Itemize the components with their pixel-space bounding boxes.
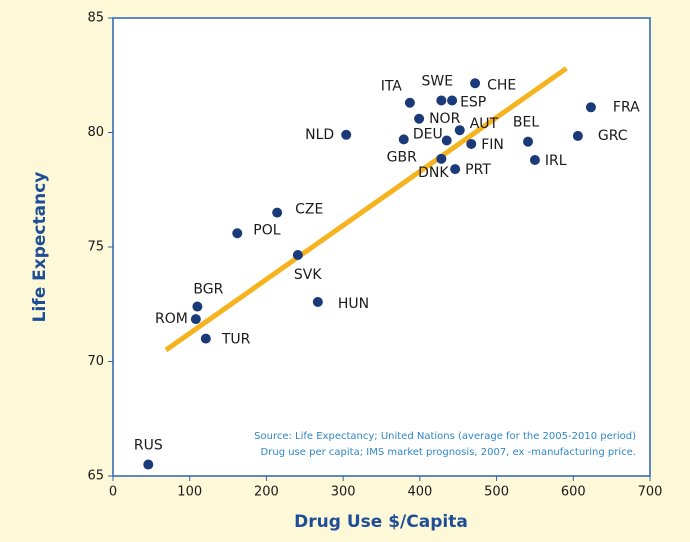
point-label: DNK (418, 165, 449, 181)
x-tick-label: 700 (638, 485, 663, 500)
point (441, 135, 452, 146)
point-label: ROM (155, 311, 188, 327)
y-tick-label: 70 (87, 354, 104, 369)
point (523, 136, 534, 147)
trend-line (164, 66, 568, 353)
point (585, 102, 596, 113)
point-label: NLD (305, 127, 334, 143)
x-tick-label: 400 (407, 485, 432, 500)
point (312, 296, 323, 307)
y-tick-label: 85 (87, 11, 104, 26)
point (398, 134, 409, 145)
y-tick-label: 65 (87, 469, 104, 484)
source-note: Source: Life Expectancy; United Nations … (254, 431, 636, 442)
point (572, 130, 583, 141)
point-label: POL (253, 222, 280, 238)
point-label: FIN (481, 137, 504, 153)
point (447, 95, 458, 106)
point (470, 78, 481, 89)
point-label: FRA (613, 99, 640, 115)
point-label: DEU (413, 127, 443, 143)
point-label: ESP (460, 94, 486, 110)
point (529, 154, 540, 165)
point-label: SVK (294, 267, 322, 283)
point-label: BGR (193, 282, 223, 298)
point-label: BEL (513, 115, 539, 131)
point (232, 228, 243, 239)
point (200, 333, 211, 344)
point (436, 153, 447, 164)
plot-area (112, 17, 651, 477)
point (450, 164, 461, 175)
point (292, 250, 303, 261)
x-tick-label: 500 (484, 485, 509, 500)
point (190, 314, 201, 325)
point (341, 129, 352, 140)
y-tick-label: 80 (87, 125, 104, 140)
point (414, 113, 425, 124)
point (436, 95, 447, 106)
point (454, 125, 465, 136)
point (404, 97, 415, 108)
point-label: GRC (598, 128, 628, 144)
point (192, 301, 203, 312)
x-tick-label: 200 (254, 485, 279, 500)
point-label: CHE (487, 77, 516, 93)
point-label: ITA (381, 79, 403, 95)
point-label: SWE (422, 73, 454, 89)
point-label: CZE (295, 202, 323, 218)
point-label: AUT (470, 116, 499, 132)
point (272, 207, 283, 218)
x-tick-label: 0 (109, 485, 117, 500)
point-label: TUR (221, 332, 251, 348)
point (143, 459, 154, 470)
x-tick-label: 600 (561, 485, 586, 500)
point-label: PRT (465, 162, 491, 178)
source-note: Drug use per capita; IMS market prognosi… (261, 447, 636, 458)
y-tick-label: 75 (87, 240, 104, 255)
point-label: HUN (338, 296, 369, 312)
point (466, 138, 477, 149)
x-tick-label: 300 (331, 485, 356, 500)
x-tick-label: 100 (177, 485, 202, 500)
point-label: IRL (545, 153, 567, 169)
x-axis-title: Drug Use $/Capita (294, 512, 468, 532)
point-label: RUS (134, 438, 163, 454)
point-label: GBR (387, 149, 417, 165)
y-axis-title: Life Expectancy (30, 172, 50, 323)
point-label: NOR (429, 111, 460, 127)
